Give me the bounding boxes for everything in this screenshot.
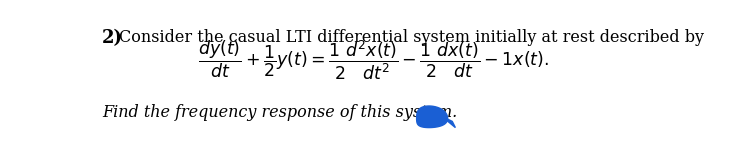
Polygon shape (417, 106, 448, 128)
Text: Consider the casual LTI differential system initially at rest described by: Consider the casual LTI differential sys… (119, 29, 704, 46)
Text: $\dfrac{dy(t)}{dt}+\dfrac{1}{2}y(t)=\dfrac{1\ d^{2}x(t)}{2\quad dt^{2}}-\dfrac{1: $\dfrac{dy(t)}{dt}+\dfrac{1}{2}y(t)=\dfr… (198, 38, 549, 82)
Text: 2): 2) (102, 29, 123, 47)
Polygon shape (446, 119, 456, 128)
Text: Find the frequency response of this system.: Find the frequency response of this syst… (102, 104, 457, 121)
